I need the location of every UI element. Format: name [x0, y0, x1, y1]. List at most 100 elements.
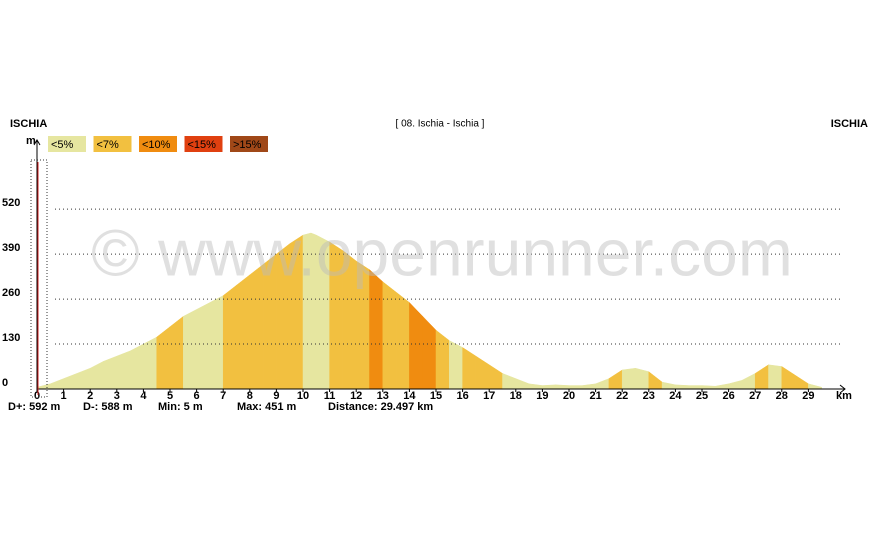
elevation-segment	[595, 378, 610, 390]
x-axis-arrow	[839, 384, 846, 394]
elevation-segment	[715, 383, 729, 390]
elevation-segment	[741, 373, 756, 390]
legend-label: <5%	[51, 139, 74, 151]
x-tick-label: 5	[167, 390, 173, 402]
stat: Min: 5 m	[158, 401, 203, 413]
legend-swatch	[139, 136, 177, 152]
legend-label: <7%	[97, 139, 120, 151]
elevation-segment	[675, 384, 689, 390]
elevation-segment	[196, 302, 211, 390]
watermark: © www.openrunner.com	[91, 215, 793, 289]
stat: D-: 588 m	[83, 401, 133, 413]
x-tick-label: 10	[297, 390, 309, 402]
x-tick-label: 16	[456, 390, 468, 402]
cursor-box	[30, 159, 48, 398]
elevation-segment	[435, 329, 450, 390]
elevation-segment	[409, 301, 423, 390]
legend-swatch	[93, 136, 132, 152]
x-tick-label: 8	[247, 390, 253, 402]
elevation-segment	[449, 340, 463, 390]
elevation-segment	[568, 385, 583, 390]
elevation-segment	[183, 309, 197, 390]
elevation-segment	[422, 315, 437, 390]
x-tick-label: 29	[802, 390, 814, 402]
legend-label: <10%	[142, 139, 171, 151]
elevation-segment	[488, 364, 503, 390]
elevation-segment	[103, 355, 118, 390]
elevation-segment	[116, 350, 131, 390]
x-tick-label: 24	[669, 390, 682, 402]
x-axis-label: km	[836, 390, 852, 402]
x-tick-label: 7	[220, 390, 226, 402]
x-tick-label: 11	[324, 390, 336, 402]
elevation-segment	[76, 367, 91, 390]
y-tick-label: 0	[2, 377, 8, 389]
x-tick-label: 12	[350, 390, 362, 402]
x-tick-label: 20	[563, 390, 575, 402]
elevation-segment	[209, 295, 224, 390]
elevation-segment	[542, 384, 556, 390]
elevation-segment	[808, 383, 822, 390]
x-tick-label: 26	[722, 390, 734, 402]
y-tick-label: 260	[2, 287, 20, 299]
elevation-segment	[768, 364, 783, 390]
legend-swatch	[48, 136, 86, 152]
elevation-segment	[728, 380, 743, 390]
x-tick-label: 9	[273, 390, 279, 402]
elevation-segment	[528, 383, 543, 390]
elevation-segment	[50, 378, 64, 390]
x-tick-label: 4	[140, 390, 147, 402]
x-tick-label: 15	[430, 390, 442, 402]
x-tick-label: 21	[589, 390, 601, 402]
x-tick-label: 23	[643, 390, 655, 402]
elevation-segment	[222, 284, 237, 390]
x-tick-label: 18	[510, 390, 522, 402]
elevation-segment	[129, 343, 144, 390]
stat: Distance: 29.497 km	[328, 401, 433, 413]
elevation-segment	[36, 383, 51, 390]
stat: Max: 451 m	[237, 401, 297, 413]
y-axis-arrow	[33, 139, 41, 146]
x-tick-label: 1	[61, 390, 67, 402]
x-tick-label: 14	[403, 390, 416, 402]
x-tick-label: 6	[194, 390, 200, 402]
elevation-segment	[169, 315, 184, 390]
elevation-segment	[582, 383, 596, 390]
end-name: ISCHIA	[831, 118, 868, 130]
elevation-segment	[608, 369, 623, 390]
x-tick-label: 13	[377, 390, 389, 402]
y-tick-label: 130	[2, 332, 20, 344]
x-tick-label: 17	[483, 390, 495, 402]
elevation-segment	[701, 385, 716, 390]
elevation-segment	[475, 355, 490, 390]
route-title: [ 08. Ischia - Ischia ]	[396, 119, 485, 130]
elevation-segment	[754, 364, 769, 390]
elevation-segment	[661, 381, 676, 390]
y-axis-label: m	[26, 135, 36, 147]
legend-label: <15%	[188, 139, 217, 151]
elevation-segment	[794, 374, 809, 390]
elevation-segment	[89, 360, 104, 390]
x-tick-label: 25	[696, 390, 708, 402]
y-tick-label: 520	[2, 197, 20, 209]
elevation-segment	[143, 336, 157, 390]
elevation-segment	[395, 291, 410, 390]
elevation-segment	[236, 274, 251, 390]
elevation-segment	[515, 378, 530, 390]
x-tick-label: 2	[87, 390, 93, 402]
elevation-segment	[648, 371, 663, 390]
legend-label: >15%	[233, 139, 262, 151]
legend-swatch	[230, 136, 268, 152]
x-tick-label: 19	[536, 390, 548, 402]
stat: D+: 592 m	[8, 401, 60, 413]
x-tick-label: 22	[616, 390, 628, 402]
x-tick-label: 0	[34, 390, 40, 402]
x-tick-label: 27	[749, 390, 761, 402]
elevation-segment	[462, 347, 477, 390]
elevation-segment	[555, 384, 570, 390]
elevation-segment	[781, 366, 796, 390]
elevation-segment	[382, 281, 397, 390]
y-tick-label: 390	[2, 242, 20, 254]
